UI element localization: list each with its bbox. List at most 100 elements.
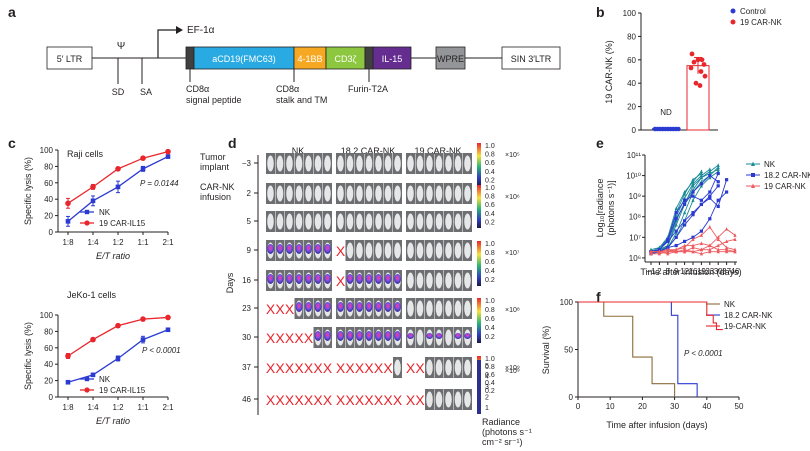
d-luminescence: [305, 302, 312, 312]
d-mouse: [435, 391, 443, 408]
d-dead-marker: X: [393, 392, 403, 408]
e-legend-label: NK: [764, 160, 776, 169]
e-xtick-label: 37: [722, 267, 731, 276]
e-point: [691, 237, 695, 241]
d-mouse: [426, 155, 433, 172]
d-scale-tick: 0.8: [485, 364, 495, 371]
d-dead-marker: X: [304, 392, 314, 408]
d-mouse: [267, 155, 274, 172]
d-mouse: [337, 213, 344, 230]
e-point: [691, 245, 695, 250]
e-point: [674, 235, 678, 239]
c1-xtick-label: 1:8: [62, 238, 74, 247]
d-dead-marker: X: [355, 392, 365, 408]
b-car-point: [698, 69, 704, 74]
e-point: [683, 210, 687, 215]
c2-ytick-label: 80: [44, 327, 53, 336]
d-scale-exponent: ×10⁵: [505, 152, 520, 159]
e-series-line: [651, 191, 727, 253]
e-point: [699, 233, 703, 237]
d-column-header: NK: [292, 146, 305, 156]
sa-label: SA: [140, 87, 152, 97]
d-scale-bar: [477, 298, 481, 343]
furin-box: [364, 46, 374, 70]
e-point: [716, 249, 720, 254]
c1-point: [165, 148, 171, 155]
d-day-label: 2: [247, 189, 252, 198]
d-mouse: [426, 242, 433, 259]
f-xtick-label: 10: [606, 402, 615, 411]
d-dead-marker: X: [304, 330, 314, 346]
e-point: [691, 194, 695, 198]
f-legend-label: NK: [724, 300, 736, 309]
f-legend-label: 19-CAR-NK: [724, 322, 767, 331]
d-mouse: [407, 213, 414, 230]
e-point: [716, 237, 720, 241]
c2-legend-marker: [84, 387, 90, 393]
d-mouse: [365, 242, 373, 259]
e-legend-label: 18.2 CAR-NK: [764, 171, 810, 180]
scfv-box-label: aCD19(FMC63): [212, 54, 276, 64]
d-mouse: [295, 185, 303, 202]
e-point: [683, 189, 687, 194]
d-mouse: [407, 272, 414, 289]
d-luminescence: [365, 302, 373, 312]
d-mouse: [267, 213, 274, 230]
d-luminescence: [394, 302, 401, 312]
d-dead-marker: X: [275, 392, 285, 408]
f-ytick-label: 100: [560, 298, 574, 307]
d-luminescence: [314, 244, 322, 254]
b-car-point: [693, 80, 699, 86]
d-luminescence: [276, 274, 284, 284]
d-mouse: [435, 185, 443, 202]
c1-point: [165, 154, 171, 159]
b-car-point: [702, 73, 708, 79]
e-point: [716, 204, 720, 209]
c1-ytick-label: 60: [44, 179, 53, 188]
d-luminescence: [407, 333, 414, 339]
e-point: [708, 167, 712, 172]
d-mouse: [346, 213, 354, 230]
d-luminescence: [305, 274, 312, 284]
e-point: [691, 179, 695, 184]
stalk-label: stalk and TM: [276, 95, 327, 105]
stalk-label: CD8α: [276, 84, 299, 94]
e-point: [733, 247, 737, 252]
c2-point: [65, 353, 71, 359]
c1-xtick-label: 1:1: [137, 238, 149, 247]
e-point: [683, 223, 687, 227]
furin-label: Furin-T2A: [348, 84, 388, 94]
d-dead-marker: X: [266, 392, 276, 408]
c1-point: [65, 219, 71, 224]
c2-xtick-label: 1:2: [112, 403, 124, 412]
e-point: [708, 224, 712, 229]
e-point: [674, 222, 678, 227]
e-point: [699, 251, 703, 256]
c1-point: [90, 184, 96, 190]
d-dead-marker: X: [336, 392, 346, 408]
sd-label: SD: [112, 87, 125, 97]
c2-xtick-label: 1:8: [62, 403, 74, 412]
d-mouse: [464, 213, 471, 230]
e-point: [699, 182, 703, 186]
c1-pvalue: P = 0.0144: [140, 179, 179, 188]
d-mouse: [435, 213, 443, 230]
c2-legend-label: NK: [99, 375, 111, 384]
e-point: [674, 231, 678, 235]
d-day-label: 16: [242, 276, 251, 285]
d-mouse: [445, 300, 452, 317]
d-mouse: [384, 155, 392, 172]
d-mouse: [454, 242, 462, 259]
d-mouse: [276, 185, 284, 202]
b-car-point: [689, 51, 695, 57]
e-point: [733, 249, 737, 254]
promoter-label: EF-1α: [187, 25, 215, 36]
d-mouse: [407, 185, 414, 202]
f-ylabel: Survival (%): [541, 326, 551, 375]
d-radiance-label: Radiance: [482, 417, 520, 427]
d-dead-marker: X: [294, 360, 304, 376]
d-mouse: [346, 155, 354, 172]
d-luminescence: [286, 274, 293, 284]
d-mouse: [426, 272, 433, 289]
c1-xtick-label: 1:2: [112, 238, 124, 247]
